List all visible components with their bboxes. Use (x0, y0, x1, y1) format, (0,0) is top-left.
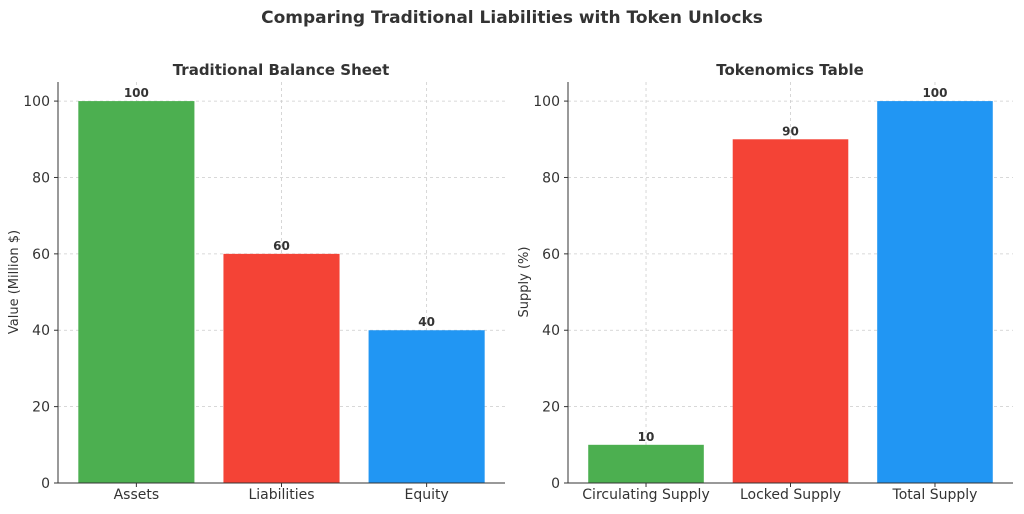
bar-circulating-supply (588, 444, 704, 483)
data-label: 60 (273, 239, 290, 253)
y-tick-label: 100 (23, 94, 50, 110)
y-axis-label: Value (Million $) (7, 230, 22, 334)
bar-total-supply (877, 101, 993, 483)
x-tick-label: Locked Supply (740, 487, 841, 503)
bar-locked-supply (732, 139, 849, 484)
bar-assets (78, 101, 195, 483)
data-label: 10 (638, 430, 655, 444)
x-tick-label: Assets (114, 487, 160, 503)
y-tick-label: 20 (542, 400, 560, 416)
y-tick-label: 100 (533, 94, 560, 110)
y-tick-label: 40 (542, 323, 560, 339)
data-label: 90 (782, 124, 799, 138)
chart-balance-sheet: 0 20 40 60 80 100 100 Assets 60 Liabilities 40 Equi… (23, 82, 505, 503)
chart-title: Tokenomics Table (716, 61, 864, 79)
x-tick-label: Equity (404, 487, 448, 503)
x-tick-label: Liabilities (248, 487, 314, 503)
suptitle: Comparing Traditional Liabilities with T… (261, 8, 763, 28)
y-tick-label: 60 (32, 247, 50, 263)
y-tick-label: 0 (551, 476, 560, 492)
y-tick-label: 60 (542, 247, 560, 263)
y-tick-label: 20 (32, 400, 50, 416)
y-tick-label: 0 (41, 476, 50, 492)
bar-liabilities (223, 253, 340, 483)
data-label: 100 (922, 86, 947, 100)
y-tick-label: 80 (32, 170, 50, 186)
y-tick-label: 80 (542, 170, 560, 186)
x-tick-label: Total Supply (892, 487, 978, 503)
x-tick-label: Circulating Supply (582, 487, 709, 503)
y-tick-label: 40 (32, 323, 50, 339)
chart-tokenomics: 0 20 40 60 80 100 10 Circulating Supply 90 Locked… (533, 82, 1013, 503)
bar-equity (368, 330, 485, 483)
chart-title: Traditional Balance Sheet (173, 61, 390, 79)
y-axis-label: Supply (%) (517, 247, 532, 318)
data-label: 100 (124, 86, 149, 100)
data-label: 40 (418, 315, 435, 329)
